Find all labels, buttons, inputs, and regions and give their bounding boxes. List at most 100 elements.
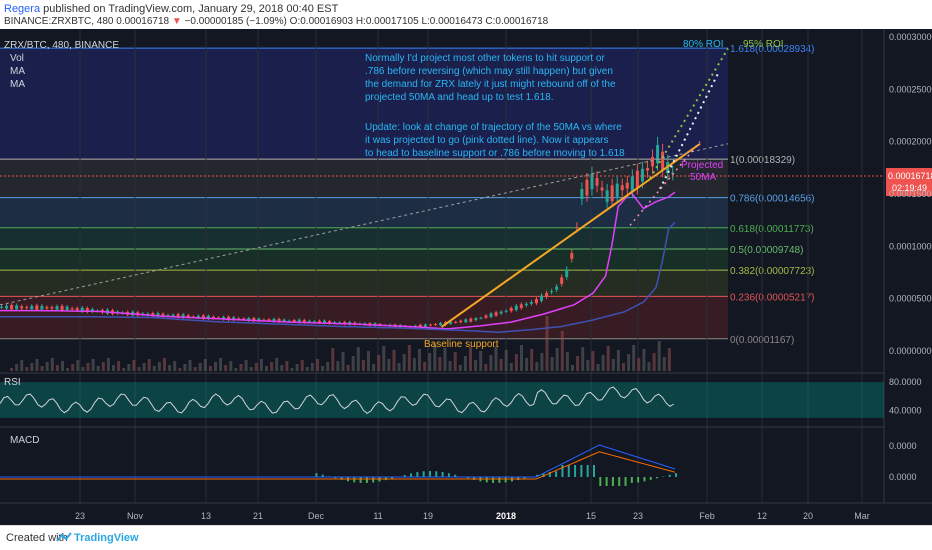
candle [328,321,332,324]
volume-bar [275,358,279,371]
fib-band [0,227,728,249]
rsi-tick: 80.0000 [889,377,922,387]
volume-bar [657,341,661,371]
candle [50,307,54,309]
macd-histogram-bar [391,477,394,479]
macd-histogram-bar [592,465,595,477]
candle [80,307,84,312]
candle [211,316,215,319]
volume-bar [265,366,268,371]
volume-bar [142,363,146,371]
x-tick-label: 11 [373,511,382,521]
macd-label: MACD [10,435,39,446]
volume-bar [254,363,258,371]
candle [222,316,226,320]
volume-bar [117,361,121,371]
candle [15,305,19,310]
macd-histogram-bar [422,471,425,477]
volume-bar [214,362,217,371]
candle [25,307,29,309]
volume-bar [453,352,457,371]
candle [635,170,639,188]
down-arrow-icon: ▼ [171,16,182,27]
volume-bar [316,359,319,371]
macd-histogram-bar [372,477,375,483]
roi95-label: 95% ROI [743,39,784,50]
candle [262,319,266,321]
candle [640,168,644,182]
projected-ma-line [629,141,701,226]
x-tick-label: 23 [633,511,643,521]
candle [227,316,231,320]
candle [161,313,165,317]
candle [247,318,251,321]
y-tick-label: 0.00005000 [889,294,932,304]
x-tick-label: Mar [854,511,870,521]
candle [423,324,427,327]
volume-bar [219,358,223,371]
candle [509,307,513,312]
macd-histogram-bar [574,465,577,477]
macd-signal-line [0,451,676,480]
candle [524,303,528,306]
volume-bar [173,361,177,371]
footer: Created with TradingView [0,525,932,550]
tradingview-brand[interactable]: TradingView [74,532,139,544]
candle [610,185,614,202]
candle [252,318,256,322]
fib-label: 0.5(0.00009748) [730,245,803,256]
volume-bar [514,354,518,371]
candle [575,227,579,229]
candle [570,253,574,259]
volume-bar [183,364,187,371]
volume-bar [367,351,370,371]
rsi-tick: 40.0000 [889,406,922,416]
x-tick-label: 12 [757,511,767,521]
volume-bar [66,368,70,371]
candle [156,313,160,317]
candle [317,320,321,323]
macd-histogram-bar [618,477,621,486]
baseline-support-line [441,142,701,328]
volume-bar [112,365,115,371]
volume-bar [489,355,493,371]
author-link[interactable]: Regera [4,3,41,15]
y-tick-label: 0.00025000 [889,84,932,94]
candle [469,318,473,322]
volume-bar [127,364,131,371]
volume-bar [596,364,600,371]
y-tick-label: 0.00030000 [889,32,932,42]
volume-bar [106,358,110,371]
symbol-label: BINANCE:ZRXBTC, 480 [4,16,114,27]
volume-bar [428,353,432,371]
candle [656,145,660,164]
volume-bar [295,364,299,371]
candle [620,185,624,191]
volume-bar [463,356,467,371]
fib-label: 0.786(0.00014656) [730,194,815,205]
candle [90,309,94,312]
volume-bar [25,367,29,371]
projected-label: 50MA [690,172,716,183]
candle [625,182,629,189]
candle [85,307,89,312]
macd-histogram-bar [435,471,438,477]
volume-bar [407,345,411,371]
candle [661,151,665,171]
macd-histogram-bar [624,477,627,486]
volume-bar [163,358,166,371]
volume-bar [504,350,508,371]
volume-bar [377,355,381,371]
ma50-line [0,190,676,330]
trading-chart[interactable]: 1.618(0.00028934) 1(0.00018329) 0.786(0.00… [0,29,932,525]
candle [70,308,74,310]
candle [645,168,649,171]
candle [474,318,478,321]
volume-bar [667,348,671,371]
candle [146,313,150,315]
candle [75,308,79,311]
volume-bar [40,366,44,371]
volume-bar [606,346,610,371]
created-with: Created with [6,532,68,544]
candle [550,291,554,293]
